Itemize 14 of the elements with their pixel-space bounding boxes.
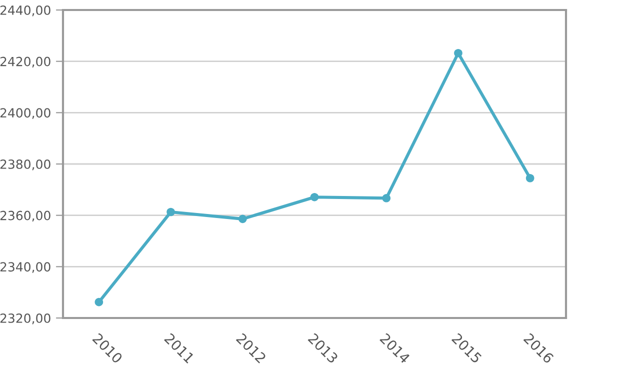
point <box>94 298 104 306</box>
y-tick-label: 2440,00 <box>0 5 50 16</box>
y-tick-label: 2400,00 <box>0 108 50 119</box>
y-tick-label: 2420,00 <box>0 56 50 68</box>
point <box>166 208 175 216</box>
y-tick-label: 2380,00 <box>0 159 50 170</box>
y-tick-label: 2360,00 <box>0 210 50 222</box>
point <box>526 174 534 182</box>
y-tick-label: 2320,00 <box>0 313 50 324</box>
point <box>454 48 462 58</box>
point <box>382 194 391 202</box>
point <box>310 192 319 202</box>
y-tick-label: 2340,00 <box>0 262 50 273</box>
point <box>238 214 247 224</box>
